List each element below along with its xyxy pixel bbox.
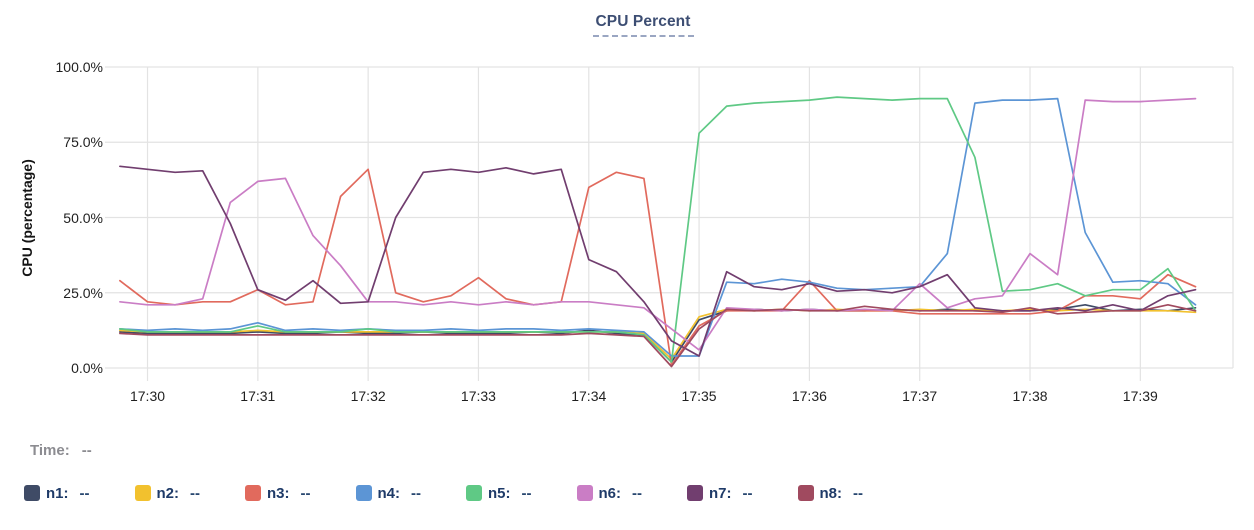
series-line-n3 — [119, 168, 1197, 366]
legend-label: n5: — [488, 485, 511, 502]
x-tick-label: 17:39 — [1122, 388, 1158, 404]
legend-label: n7: — [709, 485, 732, 502]
legend-value: -- — [521, 485, 532, 502]
x-tick-label: 17:35 — [681, 388, 717, 404]
y-tick-label: 75.0% — [63, 134, 103, 151]
legend-label: n4: — [377, 485, 401, 502]
series-line-n8 — [119, 303, 1197, 368]
legend-label: n3: — [267, 485, 290, 502]
legend-item-n3[interactable]: n3: -- — [245, 485, 356, 503]
legend: n1: -- n2: -- n3: -- n4: -- n5: -- n6: -- n7: -- n8: -- — [24, 485, 908, 503]
time-readout: Time: -- — [30, 442, 92, 459]
y-tick-label: 100.0% — [55, 59, 103, 75]
legend-label: n8: — [819, 485, 843, 502]
legend-value: -- — [411, 485, 421, 502]
chart-title[interactable]: CPU Percent — [592, 13, 694, 37]
legend-item-n4[interactable]: n4: -- — [355, 485, 467, 503]
legend-value: -- — [300, 485, 311, 502]
x-tick-label: 17:34 — [571, 388, 607, 404]
legend-value: -- — [632, 485, 642, 502]
y-tick-label: 0.0% — [71, 360, 103, 376]
legend-value: -- — [742, 485, 753, 502]
legend-swatch-n2 — [134, 485, 151, 501]
legend-item-n2[interactable]: n2: -- — [134, 485, 246, 503]
legend-item-n1[interactable]: n1: -- — [24, 485, 135, 503]
legend-item-n7[interactable]: n7: -- — [687, 485, 798, 503]
legend-swatch-n1 — [24, 485, 40, 501]
y-tick-label: 50.0% — [63, 209, 103, 226]
x-tick-label: 17:33 — [460, 388, 496, 404]
chart-plot[interactable] — [105, 66, 1234, 385]
series-line-n6 — [119, 97, 1197, 351]
x-tick-label: 17:32 — [350, 388, 386, 404]
y-tick-label: 25.0% — [63, 284, 103, 301]
legend-swatch-n7 — [687, 485, 703, 501]
x-tick-label: 17:30 — [129, 388, 166, 404]
chart-header: CPU Percent — [16, 13, 1254, 37]
x-tick-label: 17:37 — [902, 388, 938, 404]
legend-item-n8[interactable]: n8: -- — [797, 485, 909, 503]
legend-swatch-n5 — [466, 485, 482, 501]
series-line-n4 — [119, 97, 1197, 357]
legend-swatch-n6 — [576, 485, 593, 501]
legend-value: -- — [79, 485, 90, 502]
x-tick-label: 17:31 — [240, 388, 276, 404]
legend-label: n2: — [156, 485, 180, 502]
series-line-n5 — [119, 96, 1197, 363]
legend-swatch-n4 — [355, 485, 372, 501]
legend-label: n6: — [598, 485, 622, 502]
x-tick-label: 17:36 — [791, 388, 827, 404]
legend-item-n5[interactable]: n5: -- — [466, 485, 577, 503]
time-value: -- — [81, 442, 92, 459]
legend-value: -- — [190, 485, 200, 502]
legend-label: n1: — [46, 485, 69, 502]
time-label: Time: — [30, 442, 70, 459]
x-tick-label: 17:38 — [1012, 388, 1048, 404]
legend-value: -- — [853, 485, 863, 502]
legend-swatch-n8 — [797, 485, 814, 501]
legend-swatch-n3 — [245, 485, 261, 501]
series-line-n7 — [119, 165, 1197, 357]
legend-item-n6[interactable]: n6: -- — [576, 485, 688, 503]
